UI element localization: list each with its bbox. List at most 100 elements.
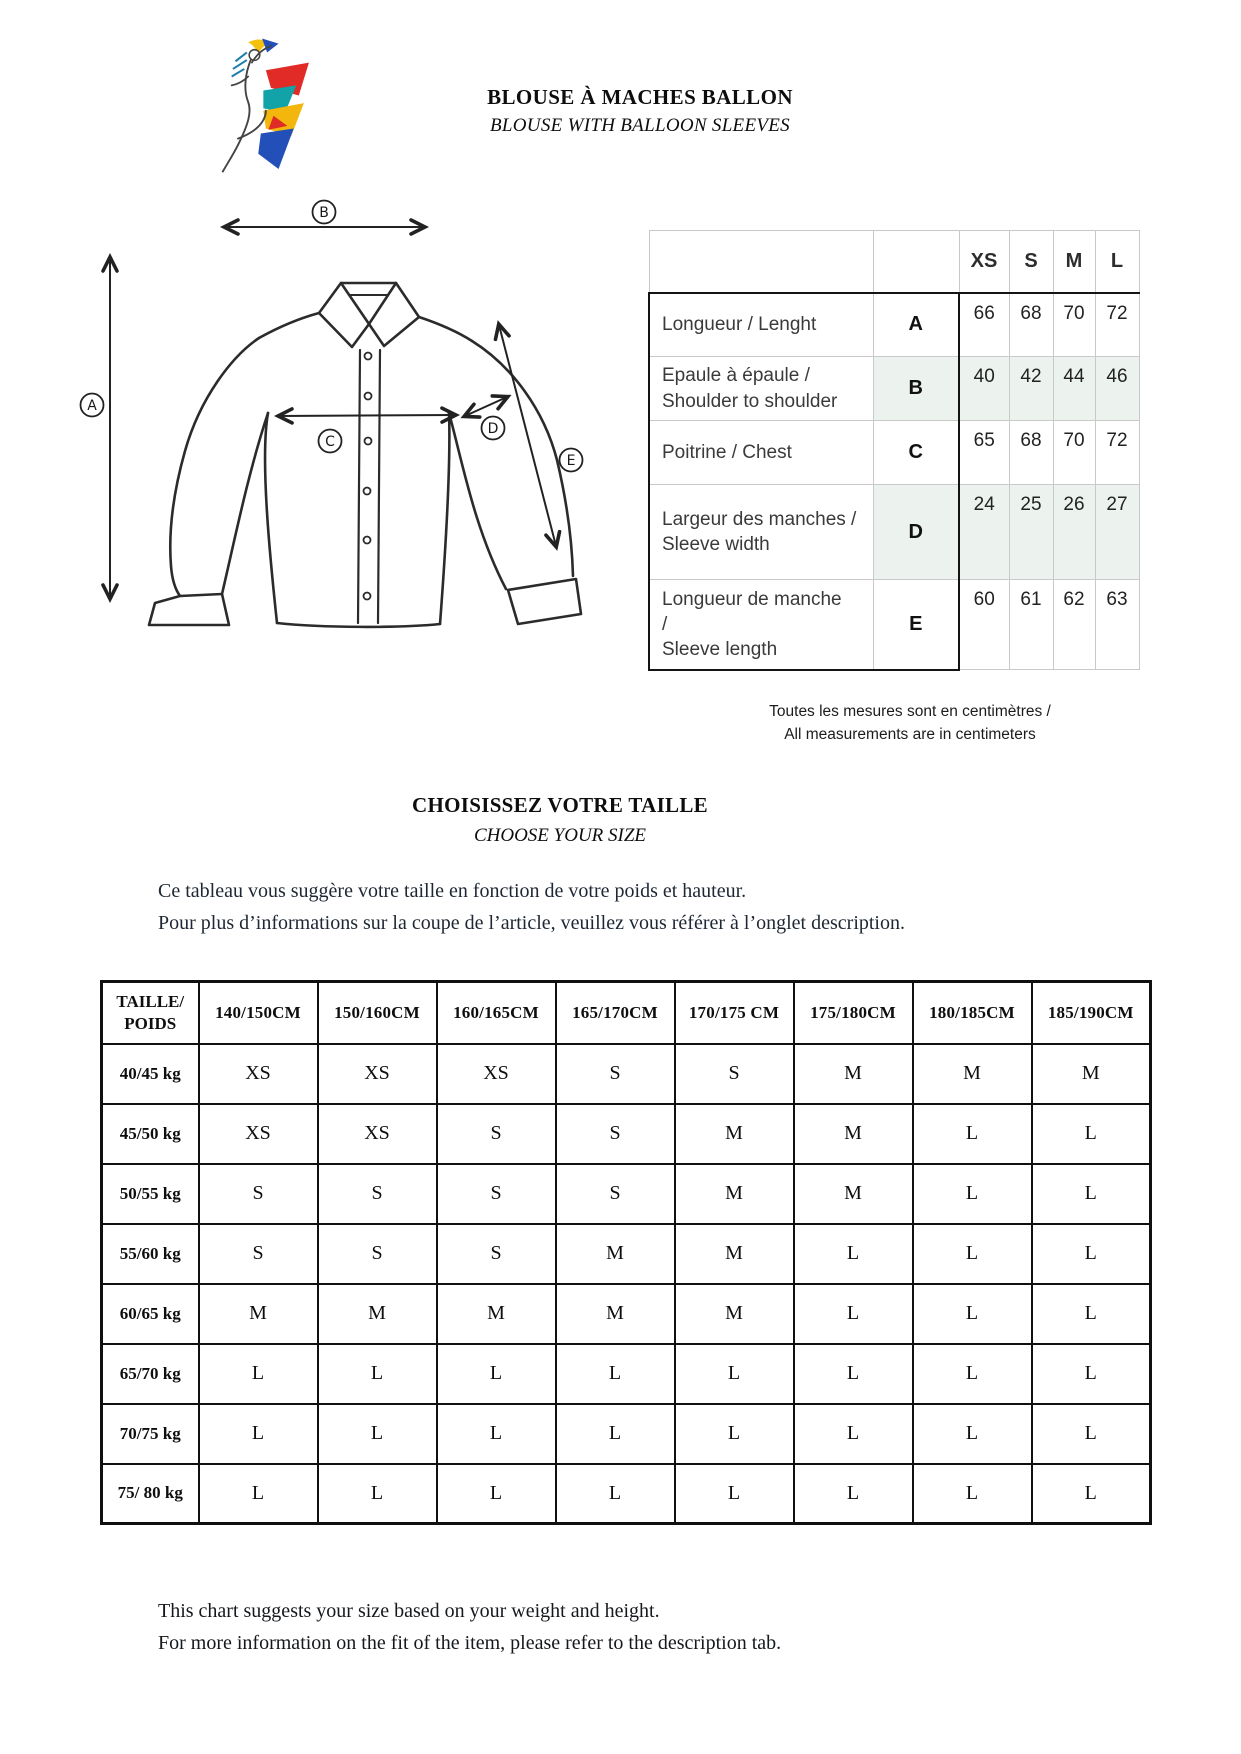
corner-header-cell: TAILLE/ POIDS	[100, 980, 200, 1045]
size-cell: L	[911, 1402, 1033, 1465]
size-cell: XS	[197, 1042, 319, 1105]
measure-row-length: Longueur / Lenght A 66 68 70 72	[648, 291, 1140, 357]
measure-value-cell: 62	[1052, 579, 1096, 670]
size-chart-row: 65/70 kg L L L L L L L L	[100, 1342, 1152, 1405]
size-cell: S	[316, 1222, 438, 1285]
measure-value-cell: 70	[1052, 420, 1096, 485]
height-col-header: 160/165CM	[435, 980, 557, 1045]
size-cell: M	[197, 1282, 319, 1345]
measure-value-cell: 44	[1052, 356, 1096, 421]
height-col-header: 185/190CM	[1030, 980, 1152, 1045]
measurements-table: XS S M L Longueur / Lenght A 66 68 70 72…	[648, 230, 1140, 671]
measure-label-cell: Longueur / Lenght	[648, 291, 874, 357]
outro-line-2: For more information on the fit of the i…	[158, 1631, 782, 1654]
intro-line-1: Ce tableau vous suggère votre taille en …	[158, 880, 747, 902]
measure-value-cell: 72	[1094, 420, 1140, 485]
size-cell: XS	[316, 1102, 438, 1165]
weight-row-header: 65/70 kg	[100, 1342, 200, 1405]
size-chart-row: 45/50 kg XS XS S S M M L L	[100, 1102, 1152, 1165]
empty-cell	[872, 230, 960, 293]
size-cell: L	[435, 1342, 557, 1405]
size-chart-row: 60/65 kg M M M M M L L L	[100, 1282, 1152, 1345]
size-cell: L	[673, 1342, 795, 1405]
size-cell: L	[792, 1402, 914, 1465]
measure-value-cell: 63	[1094, 579, 1140, 670]
size-cell: L	[554, 1342, 676, 1405]
height-col-header: 165/170CM	[554, 980, 676, 1045]
size-cell: L	[911, 1282, 1033, 1345]
size-cell: M	[554, 1282, 676, 1345]
measure-value-cell: 66	[958, 291, 1010, 357]
size-cell: L	[197, 1462, 319, 1525]
svg-text:A: A	[87, 398, 97, 414]
measure-value-cell: 24	[958, 484, 1010, 580]
svg-text:C: C	[325, 434, 335, 450]
measure-row-chest: Poitrine / Chest C 65 68 70 72	[648, 420, 1140, 485]
measure-letter-cell: A	[872, 291, 960, 357]
size-cell: L	[911, 1102, 1033, 1165]
size-col-header: M	[1052, 230, 1096, 293]
weight-row-header: 75/ 80 kg	[100, 1462, 200, 1525]
size-cell: S	[197, 1162, 319, 1225]
svg-text:D: D	[488, 421, 499, 437]
weight-row-header: 40/45 kg	[100, 1042, 200, 1105]
height-col-header: 175/180CM	[792, 980, 914, 1045]
measure-label-cell: Poitrine / Chest	[648, 420, 874, 485]
size-cell: S	[673, 1042, 795, 1105]
measure-letter-cell: C	[872, 420, 960, 485]
size-chart-row: 55/60 kg S S S M M L L L	[100, 1222, 1152, 1285]
size-cell: L	[197, 1342, 319, 1405]
units-note: Toutes les mesures sont en centimètres /…	[660, 700, 1160, 747]
measure-value-cell: 60	[958, 579, 1010, 670]
size-cell: L	[911, 1162, 1033, 1225]
measure-label-cell: Epaule à épaule / Shoulder to shoulder	[648, 356, 874, 421]
size-cell: L	[673, 1462, 795, 1525]
size-cell: L	[1030, 1282, 1152, 1345]
product-subtitle: BLOUSE WITH BALLOON SLEEVES	[490, 115, 790, 137]
measure-value-cell: 46	[1094, 356, 1140, 421]
size-cell: L	[197, 1402, 319, 1465]
measure-value-cell: 72	[1094, 291, 1140, 357]
size-chart-row: 40/45 kg XS XS XS S S M M M	[100, 1042, 1152, 1105]
measure-value-cell: 70	[1052, 291, 1096, 357]
measure-value-cell: 61	[1008, 579, 1054, 670]
size-cell: L	[554, 1462, 676, 1525]
label-C: C	[317, 428, 343, 454]
size-cell: M	[911, 1042, 1033, 1105]
label-E: E	[558, 447, 584, 473]
weight-row-header: 70/75 kg	[100, 1402, 200, 1465]
choose-size-heading-fr: CHOISISSEZ VOTRE TAILLE	[412, 793, 708, 817]
blouse-drawing	[147, 281, 583, 629]
units-note-en: All measurements are in centimeters	[784, 726, 1036, 744]
size-cell: XS	[316, 1042, 438, 1105]
intro-line-2: Pour plus d’informations sur la coupe de…	[158, 911, 905, 934]
size-chart-header-row: TAILLE/ POIDS 140/150CM 150/160CM 160/16…	[100, 980, 1152, 1045]
size-cell: L	[911, 1462, 1033, 1525]
size-cell: M	[673, 1162, 795, 1225]
size-cell: XS	[435, 1042, 557, 1105]
size-cell: S	[554, 1102, 676, 1165]
measure-value-cell: 40	[958, 356, 1010, 421]
size-cell: M	[316, 1282, 438, 1345]
size-cell: S	[435, 1222, 557, 1285]
measure-value-cell: 68	[1008, 291, 1054, 357]
outro-paragraph: This chart suggests your size based on y…	[158, 1596, 1158, 1659]
measurements-header-row: XS S M L	[648, 230, 1140, 293]
size-cell: M	[435, 1282, 557, 1345]
measure-row-sleeve-length: Longueur de manche / Sleeve length E 60 …	[648, 579, 1140, 671]
empty-cell	[648, 230, 874, 293]
size-cell: L	[316, 1342, 438, 1405]
size-cell: L	[1030, 1102, 1152, 1165]
size-cell: M	[673, 1282, 795, 1345]
size-cell: XS	[197, 1102, 319, 1165]
size-cell: M	[554, 1222, 676, 1285]
size-cell: M	[792, 1162, 914, 1225]
size-chart-row: 50/55 kg S S S S M M L L	[100, 1162, 1152, 1225]
title-block: BLOUSE À MACHES BALLON BLOUSE WITH BALLO…	[340, 82, 940, 140]
size-cell: L	[792, 1342, 914, 1405]
size-col-header: L	[1094, 230, 1140, 293]
measure-letter-cell: B	[872, 356, 960, 421]
size-cell: S	[435, 1162, 557, 1225]
brand-logo-icon	[221, 38, 309, 173]
